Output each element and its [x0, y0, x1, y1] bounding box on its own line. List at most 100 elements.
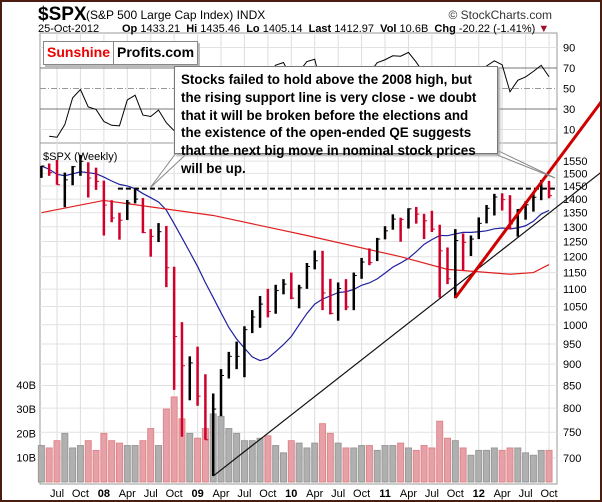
volume-bar	[506, 447, 514, 483]
y-tick-label: 700	[563, 453, 581, 465]
volume-tick-label: 10B	[16, 453, 36, 465]
rsi-tick-label: 70	[563, 63, 575, 75]
volume-bar	[467, 454, 475, 483]
volume-bar	[514, 447, 522, 483]
x-tick-label: 11	[379, 488, 391, 500]
volume-bar	[373, 449, 381, 483]
support-trendline-red	[454, 101, 600, 299]
y-tick-label: 850	[563, 380, 581, 392]
y-tick-label: 1400	[563, 194, 587, 206]
volume-bar	[115, 442, 123, 483]
volume-bar	[537, 449, 545, 483]
y-tick-label: 1000	[563, 320, 587, 332]
x-tick-label: Oct	[166, 488, 183, 500]
last-label: Last	[308, 23, 332, 35]
volume-bar	[76, 445, 84, 483]
volume-bar	[194, 437, 202, 483]
volume-bar	[287, 440, 295, 483]
volume-tick-label: 20B	[16, 428, 36, 440]
x-tick-label: Apr	[494, 488, 511, 500]
copyright: © StockCharts.com	[448, 8, 552, 22]
x-tick-label: Oct	[353, 488, 370, 500]
x-tick-label: 10	[285, 488, 297, 500]
volume-bar	[69, 447, 77, 483]
volume-bar	[319, 423, 327, 483]
volume-bar	[279, 452, 287, 483]
volume-bar	[529, 454, 537, 483]
op-value: 1433.21	[140, 23, 181, 35]
volume-bar	[170, 396, 178, 483]
symbol: $SPX	[38, 4, 87, 25]
volume-bar	[53, 440, 61, 483]
volume-bar	[147, 428, 155, 483]
x-tick-label: Apr	[119, 488, 136, 500]
logo-part1: Sunshine	[44, 42, 115, 64]
exchange: INDX	[236, 8, 266, 22]
volume-bar	[225, 428, 233, 483]
support-trendline-black	[212, 172, 600, 477]
volume-bar	[248, 440, 256, 483]
y-tick-label: 1550	[563, 156, 587, 168]
volume-bar	[186, 432, 194, 483]
y-tick-label: 1300	[563, 222, 587, 234]
volume-bar	[459, 447, 467, 483]
volume-bar	[436, 420, 444, 483]
vol-label: Vol	[380, 23, 397, 35]
volume-bar	[358, 445, 366, 483]
y-tick-label: 1500	[563, 168, 587, 180]
last-value: 1412.97	[334, 23, 375, 35]
x-tick-label: Apr	[212, 488, 229, 500]
volume-bar	[444, 437, 451, 483]
volume-bar	[256, 437, 264, 483]
lo-label: Lo	[246, 23, 260, 35]
y-tick-label: 1150	[563, 268, 587, 280]
rsi-tick-label: 10	[563, 125, 575, 137]
x-tick-label: Jul	[425, 488, 439, 500]
volume-bar	[155, 445, 163, 483]
volume-bar	[397, 442, 405, 483]
volume-bar	[264, 435, 272, 483]
x-tick-label: Oct	[259, 488, 276, 500]
volume-bar	[37, 445, 45, 483]
volume-bar	[45, 447, 53, 483]
chg-value: -20.22 (-1.41%)	[458, 23, 536, 35]
volume-bar	[545, 449, 553, 483]
volume-bar	[381, 445, 389, 483]
volume-bar	[272, 445, 280, 483]
y-tick-label: 1100	[563, 284, 587, 296]
x-tick-label: Jul	[237, 488, 251, 500]
lo-value: 1405.14	[262, 23, 303, 35]
x-tick-label: Oct	[72, 488, 89, 500]
volume-bar	[428, 447, 436, 483]
x-tick-label: 09	[191, 488, 203, 500]
volume-bar	[84, 440, 92, 483]
x-tick-label: Oct	[447, 488, 464, 500]
hi-value: 1435.46	[200, 23, 241, 35]
x-tick-label: Jul	[144, 488, 158, 500]
volume-bar	[404, 447, 412, 483]
volume-tick-label: 30B	[16, 404, 36, 416]
y-tick-label: 1450	[563, 181, 587, 193]
volume-bar	[350, 447, 358, 483]
volume-bar	[342, 447, 350, 483]
y-tick-label: 900	[563, 359, 581, 371]
volume-bar	[295, 442, 303, 483]
volume-bar	[92, 449, 100, 483]
y-tick-label: 1250	[563, 236, 587, 248]
volume-tick-label: 40B	[16, 380, 36, 392]
index-name: (S&P 500 Large Cap Index)	[86, 8, 234, 22]
volume-bar	[139, 440, 147, 483]
y-tick-label: 950	[563, 339, 581, 351]
volume-bar	[311, 442, 319, 483]
ma-long-line	[41, 199, 550, 275]
x-tick-label: Jul	[331, 488, 345, 500]
volume-bar	[420, 445, 428, 483]
x-tick-label: Oct	[540, 488, 557, 500]
rsi-tick-label: 30	[563, 104, 575, 116]
volume-bar	[217, 415, 225, 483]
x-tick-label: Jul	[50, 488, 64, 500]
volume-bar	[240, 440, 248, 483]
quote-date: 25-Oct-2012	[38, 23, 100, 35]
hi-label: Hi	[186, 23, 198, 35]
